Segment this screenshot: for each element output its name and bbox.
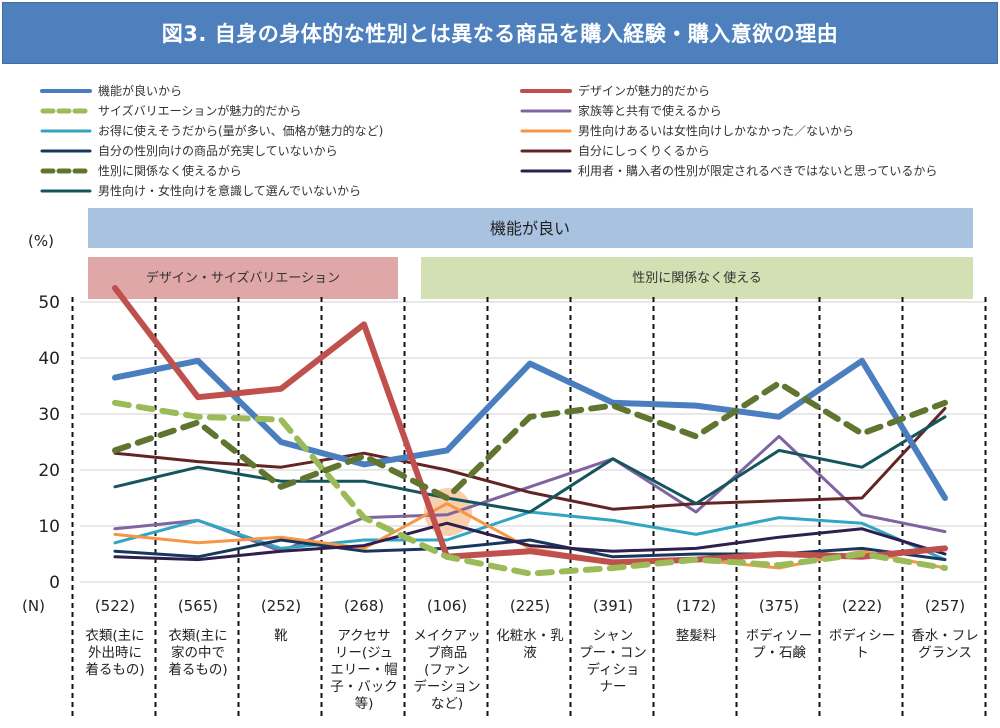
legend-swatch-icon <box>40 125 92 135</box>
n-value-label: (391) <box>593 597 633 615</box>
category-label: アクセサ <box>337 628 390 644</box>
n-value-label: (522) <box>95 597 135 615</box>
legend-item: 男性向け・女性向けを意識して選んでいないから <box>40 180 383 200</box>
legend-swatch-icon <box>520 85 572 95</box>
legend-label: 自分にしっくりくるから <box>578 143 710 158</box>
legend-item: サイズバリエーションが魅力的だから <box>40 100 383 120</box>
category-label: リー(ジュ <box>335 645 393 661</box>
category-label: ボディシー <box>829 627 896 644</box>
category-label: プー・コン <box>579 645 647 661</box>
legend-label: 自分の性別向けの商品が充実していないから <box>98 143 338 158</box>
y-tick-label: 20 <box>38 461 60 481</box>
category-label: プ・石鹸 <box>752 645 806 661</box>
legend-label: サイズバリエーションが魅力的だから <box>98 103 302 118</box>
category-label: デーション <box>413 678 480 695</box>
n-value-label: (222) <box>842 597 882 615</box>
legend-swatch-icon <box>40 105 92 115</box>
chart-title: 図3. 自身の身体的な性別とは異なる商品を購入経験・購入意欲の理由 <box>161 22 839 46</box>
n-value-label: (225) <box>510 597 550 615</box>
band-function <box>88 208 973 248</box>
category-label: 家の中で <box>171 644 225 661</box>
category-label: ディショ <box>586 661 639 678</box>
y-axis-unit-label: (%) <box>28 232 54 250</box>
legend-item: 機能が良いから <box>40 80 383 100</box>
legend-swatch-icon <box>520 165 572 175</box>
legend-item: 家族等と共有で使えるから <box>520 100 937 120</box>
category-label: (ファン <box>424 662 470 678</box>
series-line <box>113 521 947 562</box>
band-design-size-label: デザイン・サイズバリエーション <box>146 270 340 286</box>
legend-label: 利用者・購入者の性別が限定されるべきではないと思っているから <box>578 163 938 178</box>
category-label: 化粧水・乳 <box>496 628 564 644</box>
category-label: 衣類(主に <box>85 628 144 644</box>
series-line <box>113 434 947 553</box>
legend-swatch-icon <box>40 85 92 95</box>
legend-swatch-icon <box>520 125 572 135</box>
legend-swatch-icon <box>40 145 92 155</box>
series-line <box>112 380 948 501</box>
n-value-label: (172) <box>676 597 716 615</box>
series-line <box>112 399 948 577</box>
y-tick-label: 0 <box>49 573 60 593</box>
category-label: 外出時に <box>88 645 142 661</box>
category-label: ボディソー <box>746 627 813 644</box>
legend-column-right: デザインが魅力的だから 家族等と共有で使えるから男性向けあるいは女性向けしかなかっ… <box>520 80 937 180</box>
category-label: グランス <box>918 645 972 661</box>
legend-label: 男性向け・女性向けを意識して選んでいないから <box>98 183 362 198</box>
y-tick-label: 50 <box>38 293 60 313</box>
legend-label: 家族等と共有で使えるから <box>578 103 722 118</box>
legend-label: 男性向けあるいは女性向けしかなかった／ないから <box>578 123 855 138</box>
category-label: 液 <box>523 645 537 661</box>
category-label: 衣類(主に <box>168 628 227 644</box>
n-value-label: (257) <box>925 597 965 615</box>
legend-item: 自分にしっくりくるから <box>520 140 937 160</box>
legend-item: 性別に関係なく使えるから <box>40 160 383 180</box>
legend-swatch-icon <box>520 145 572 155</box>
band-gender-neutral <box>421 257 973 299</box>
category-label: エリー・帽 <box>330 662 398 678</box>
category-label: 靴 <box>274 628 288 644</box>
legend-item: デザインが魅力的だから <box>520 80 937 100</box>
category-label: シャン <box>593 628 634 644</box>
category-label: 着るもの) <box>85 661 144 678</box>
category-label: ナー <box>600 679 627 695</box>
band-function-label: 機能が良い <box>490 219 570 238</box>
series-line <box>113 415 947 514</box>
legend-item: 自分の性別向けの商品が充実していないから <box>40 140 383 160</box>
category-label: 整髪料 <box>676 628 717 644</box>
legend-label: 機能が良いから <box>98 83 183 98</box>
legend-label: 性別に関係なく使えるから <box>98 163 242 178</box>
chart-title-bar: 図3. 自身の身体的な性別とは異なる商品を購入経験・購入意欲の理由 <box>2 2 998 64</box>
category-label: 香水・フレ <box>911 628 979 644</box>
n-value-label: (252) <box>261 597 301 615</box>
legend-item: 利用者・購入者の性別が限定されるべきではないと思っているから <box>520 160 937 180</box>
n-value-label: (268) <box>344 597 384 615</box>
n-value-label: (106) <box>427 597 467 615</box>
category-label: ト <box>855 645 869 661</box>
legend-swatch-icon <box>40 165 92 175</box>
category-label: 着るもの) <box>168 661 227 678</box>
legend-label: お得に使えそうだから(量が多い、価格が魅力的など) <box>98 123 384 138</box>
legend-swatch-icon <box>520 105 572 115</box>
y-tick-label: 30 <box>38 405 60 425</box>
legend-column-left: 機能が良いからサイズバリエーションが魅力的だからお得に使えそうだから(量が多い、… <box>40 80 383 200</box>
series-line <box>112 285 948 566</box>
n-axis-label: (N) <box>22 597 45 615</box>
band-gender-neutral-label: 性別に関係なく使える <box>632 270 762 286</box>
n-value-label: (375) <box>759 597 799 615</box>
y-tick-label: 10 <box>38 517 60 537</box>
category-label: プ商品 <box>427 645 468 661</box>
legend-swatch-icon <box>40 185 92 195</box>
category-label: メイクアッ <box>413 628 480 644</box>
n-value-label: (565) <box>178 597 218 615</box>
category-label: 等) <box>355 695 374 712</box>
legend-item: 男性向けあるいは女性向けしかなかった／ないから <box>520 120 937 140</box>
legend-item: お得に使えそうだから(量が多い、価格が魅力的など) <box>40 120 383 140</box>
category-label: など) <box>431 696 463 712</box>
band-design-size <box>88 257 398 299</box>
category-label: 子・バック <box>330 679 398 695</box>
y-tick-label: 40 <box>38 349 60 369</box>
legend-label: デザインが魅力的だから <box>578 83 711 98</box>
